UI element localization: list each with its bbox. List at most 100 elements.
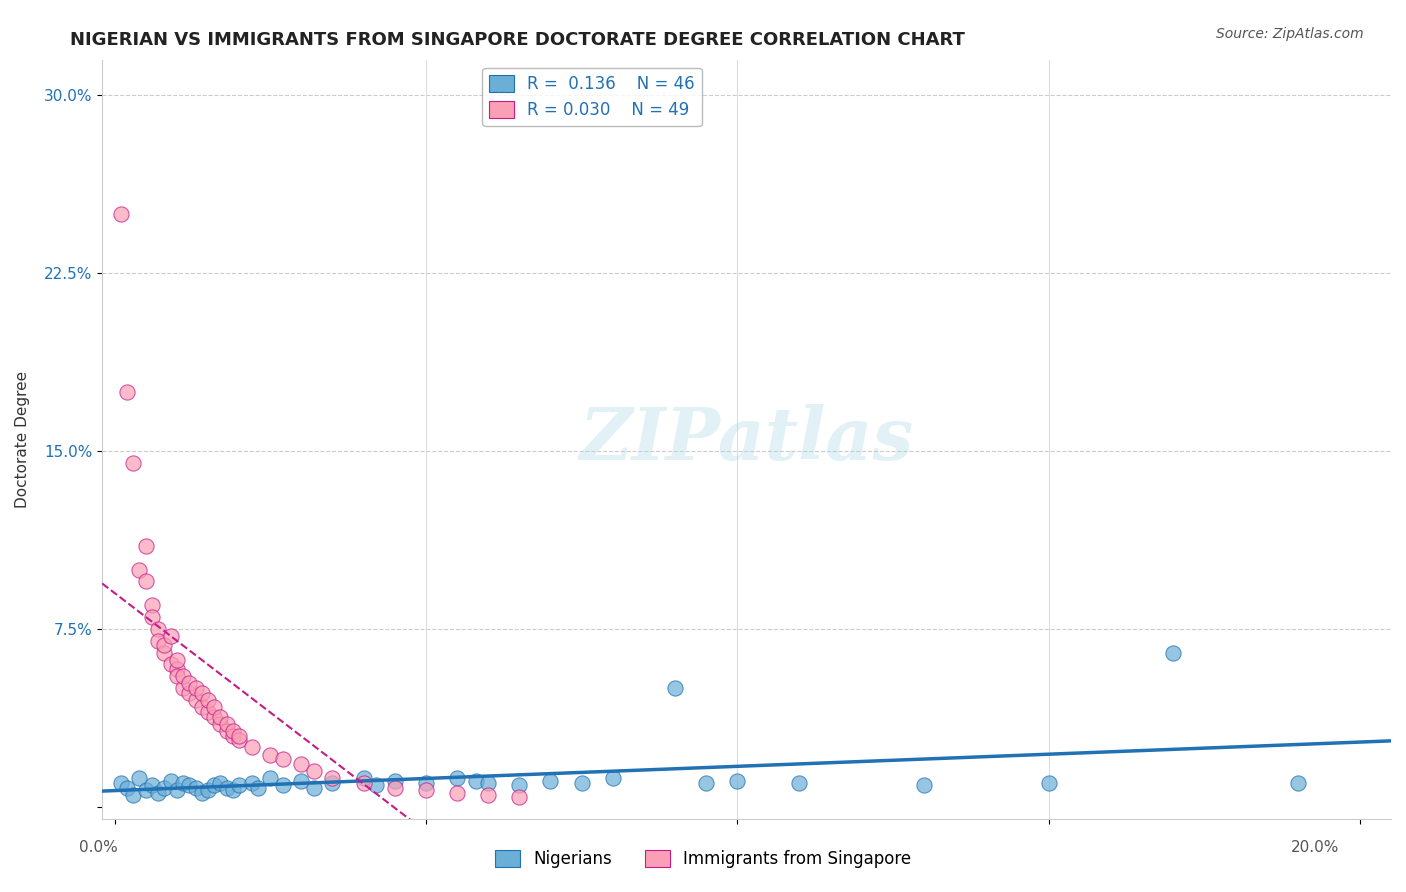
Point [240,776,263,790]
Point [364,779,387,793]
Point [215,716,238,731]
Point [415,776,437,790]
Point [184,780,207,795]
Point [202,779,225,793]
Point [128,772,150,786]
Point [166,783,188,797]
Point [321,772,343,786]
Point [725,773,748,788]
Point [538,773,561,788]
Point [912,779,935,793]
Point [1161,646,1184,660]
Point [153,639,176,653]
Point [179,676,201,690]
Point [215,723,238,738]
Point [159,657,181,672]
Point [215,780,238,795]
Point [209,776,232,790]
Point [166,669,188,683]
Point [446,772,468,786]
Point [179,779,201,793]
Point [166,653,188,667]
Point [271,779,294,793]
Y-axis label: Doctorate Degree: Doctorate Degree [15,370,30,508]
Point [789,776,811,790]
Point [353,776,375,790]
Point [197,705,219,719]
Point [477,788,499,802]
Text: NIGERIAN VS IMMIGRANTS FROM SINGAPORE DOCTORATE DEGREE CORRELATION CHART: NIGERIAN VS IMMIGRANTS FROM SINGAPORE DO… [70,31,965,49]
Point [122,788,145,802]
Point [172,681,194,695]
Point [240,740,263,755]
Point [228,779,250,793]
Point [209,709,232,723]
Point [135,574,157,589]
Point [1038,776,1060,790]
Point [228,733,250,747]
Point [290,757,312,772]
Point [159,629,181,643]
Point [384,780,406,795]
Point [222,723,245,738]
Point [184,693,207,707]
Point [209,716,232,731]
Text: 20.0%: 20.0% [1291,840,1339,855]
Point [115,384,138,399]
Point [302,780,325,795]
Point [190,785,212,799]
Point [464,773,486,788]
Point [128,563,150,577]
Point [110,207,132,221]
Point [115,780,138,795]
Point [184,681,207,695]
Point [172,669,194,683]
Point [202,709,225,723]
Point [141,598,163,612]
Point [415,783,437,797]
Point [664,681,686,695]
Point [172,776,194,790]
Point [122,456,145,470]
Point [602,772,624,786]
Point [321,776,343,790]
Point [571,776,593,790]
Point [141,779,163,793]
Point [228,729,250,743]
Point [246,780,269,795]
Point [135,783,157,797]
Point [477,776,499,790]
Point [110,776,132,790]
Point [146,785,169,799]
Text: 0.0%: 0.0% [79,840,118,855]
Point [190,686,212,700]
Point [446,785,468,799]
Point [153,780,176,795]
Point [508,779,530,793]
Point [1286,776,1309,790]
Point [222,783,245,797]
Point [146,622,169,636]
Point [259,772,281,786]
Point [353,772,375,786]
Point [166,662,188,676]
Point [259,747,281,762]
Legend: R =  0.136    N = 46, R = 0.030    N = 49: R = 0.136 N = 46, R = 0.030 N = 49 [482,68,702,126]
Point [179,686,201,700]
Text: ZIPatlas: ZIPatlas [579,403,914,475]
Point [135,539,157,553]
Point [153,646,176,660]
Point [202,700,225,714]
Point [141,610,163,624]
Point [222,729,245,743]
Point [159,773,181,788]
Point [384,773,406,788]
Point [290,773,312,788]
Point [197,693,219,707]
Point [190,700,212,714]
Point [695,776,717,790]
Point [197,783,219,797]
Point [302,764,325,779]
Text: Source: ZipAtlas.com: Source: ZipAtlas.com [1216,27,1364,41]
Point [271,752,294,766]
